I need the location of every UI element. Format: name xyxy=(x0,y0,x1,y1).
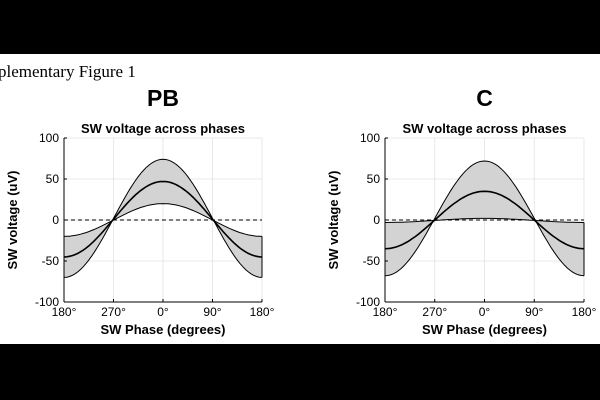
chart-pb: -100 -50 0 50 100 180° 270° 0° 90° 180° PB SW volta… xyxy=(5,85,275,337)
series-line-upper-bound xyxy=(385,217,584,223)
panel-label: C xyxy=(476,85,493,111)
y-tick-label: -100 xyxy=(356,295,380,309)
x-axis-label: SW Phase (degrees) xyxy=(101,322,226,337)
figure-canvas: -100 -50 0 50 100 180° 270° 0° 90° 180° PB SW volta… xyxy=(5,85,597,337)
panel-label: PB xyxy=(147,85,179,111)
x-tick-label: 180° xyxy=(373,305,398,319)
y-tick-label: 0 xyxy=(373,213,380,227)
y-tick-label: 50 xyxy=(367,172,381,186)
x-tick-label: 180° xyxy=(250,305,275,319)
y-tick-label: -100 xyxy=(35,295,59,309)
series-line-mean xyxy=(384,190,585,250)
x-axis-label: SW Phase (degrees) xyxy=(422,322,547,337)
x-tick-label: 270° xyxy=(101,305,126,319)
series-line-mean xyxy=(63,180,263,258)
series-line-lower-bound xyxy=(63,158,263,278)
x-tick-label: 180° xyxy=(52,305,77,319)
y-axis-label: SW voltage (uV) xyxy=(326,171,341,270)
chart-title: SW voltage across phases xyxy=(402,121,566,136)
x-tick-label: 180° xyxy=(572,305,597,319)
chart-title: SW voltage across phases xyxy=(81,121,245,136)
chart-c: -100 -50 0 50 100 180° 270° 0° 90° 180° C SW voltag… xyxy=(326,85,597,337)
y-tick-label: -50 xyxy=(363,254,381,268)
series-line-lower-bound xyxy=(384,160,585,277)
x-tick-label: 0° xyxy=(479,305,491,319)
y-tick-label: 0 xyxy=(52,213,59,227)
x-tick-label: 270° xyxy=(422,305,447,319)
figure-panel: plementary Figure 1 -100 -50 0 50 100 180° 270… xyxy=(0,54,600,344)
y-tick-label: 50 xyxy=(46,172,60,186)
series-line-upper-bound xyxy=(63,203,263,237)
x-tick-label: 90° xyxy=(203,305,221,319)
y-tick-label: 100 xyxy=(39,131,59,145)
figure-caption: plementary Figure 1 xyxy=(0,62,136,81)
y-tick-label: 100 xyxy=(360,131,380,145)
y-tick-label: -50 xyxy=(42,254,60,268)
x-tick-label: 0° xyxy=(157,305,169,319)
y-axis-label: SW voltage (uV) xyxy=(5,171,20,270)
x-tick-label: 90° xyxy=(525,305,543,319)
